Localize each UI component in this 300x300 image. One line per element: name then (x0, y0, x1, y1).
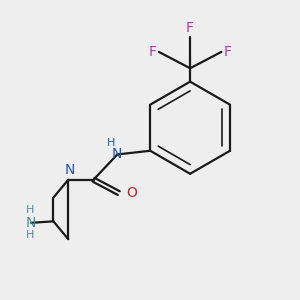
Text: F: F (148, 45, 157, 59)
Text: N: N (64, 163, 75, 177)
Text: H: H (26, 206, 34, 215)
Text: N: N (112, 148, 122, 161)
Text: O: O (126, 186, 137, 200)
Text: H: H (26, 230, 34, 240)
Text: F: F (186, 21, 194, 35)
Text: H: H (106, 138, 115, 148)
Text: N: N (26, 216, 36, 230)
Text: F: F (224, 45, 232, 59)
